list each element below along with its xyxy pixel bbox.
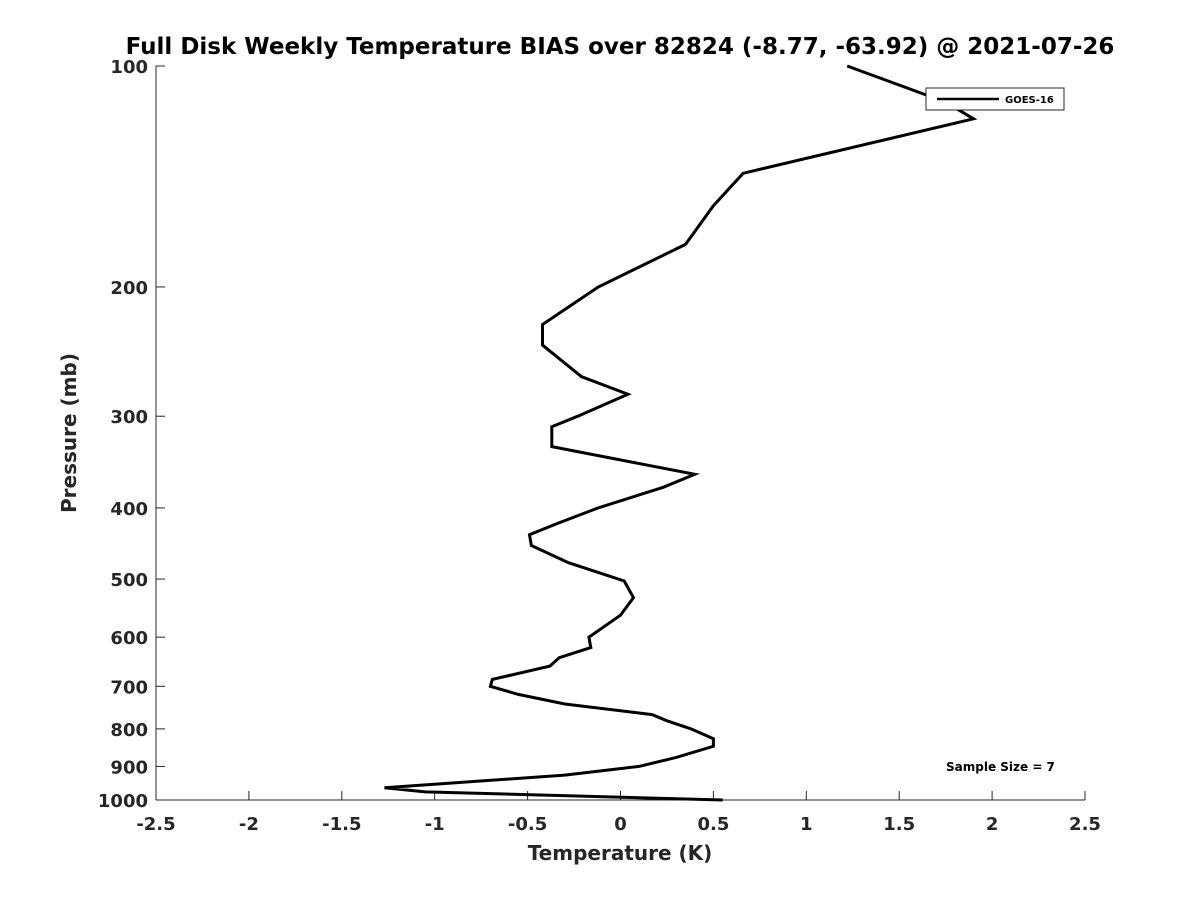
legend: GOES-16 — [925, 87, 1065, 111]
x-tick-label: -1 — [425, 814, 445, 835]
x-tick-label: -2 — [239, 814, 259, 835]
x-ticks: -2.5 -2 -1.5 -1 -0.5 0 0.5 1 1.5 2 2.5 — [136, 791, 1101, 835]
y-tick-label: 400 — [110, 499, 148, 520]
x-tick-label: 2.5 — [1069, 814, 1101, 835]
plot-axes — [155, 66, 1085, 801]
y-tick-label: 900 — [110, 757, 148, 778]
y-tick-label: 1000 — [98, 791, 148, 812]
x-tick-label: 2 — [986, 814, 999, 835]
x-tick-label: -1.5 — [322, 814, 361, 835]
y-tick-label: 500 — [110, 570, 148, 591]
series-group — [384, 64, 978, 802]
x-tick-label: 1 — [800, 814, 813, 835]
x-axis-label: Temperature (K) — [528, 841, 713, 865]
y-tick-label: 200 — [110, 278, 148, 299]
y-tick-label: 300 — [110, 407, 148, 428]
x-tick-label: 0 — [614, 814, 627, 835]
sample-size-annotation: Sample Size = 7 — [946, 760, 1055, 774]
chart-title: Full Disk Weekly Temperature BIAS over 8… — [126, 34, 1115, 60]
x-tick-label: 0.5 — [697, 814, 729, 835]
y-tick-label: 800 — [110, 720, 148, 741]
legend-label: GOES-16 — [1005, 95, 1054, 106]
x-tick-label: 1.5 — [883, 814, 915, 835]
y-ticks: 100 200 300 400 500 600 700 800 900 1000 — [98, 57, 165, 812]
y-tick-label: 700 — [110, 677, 148, 698]
series-line-goes-16 — [384, 64, 978, 802]
y-tick-label: 100 — [110, 57, 148, 78]
x-tick-label: -0.5 — [508, 814, 547, 835]
y-tick-label: 600 — [110, 628, 148, 649]
y-axis-label: Pressure (mb) — [57, 353, 81, 513]
x-tick-label: -2.5 — [136, 814, 175, 835]
